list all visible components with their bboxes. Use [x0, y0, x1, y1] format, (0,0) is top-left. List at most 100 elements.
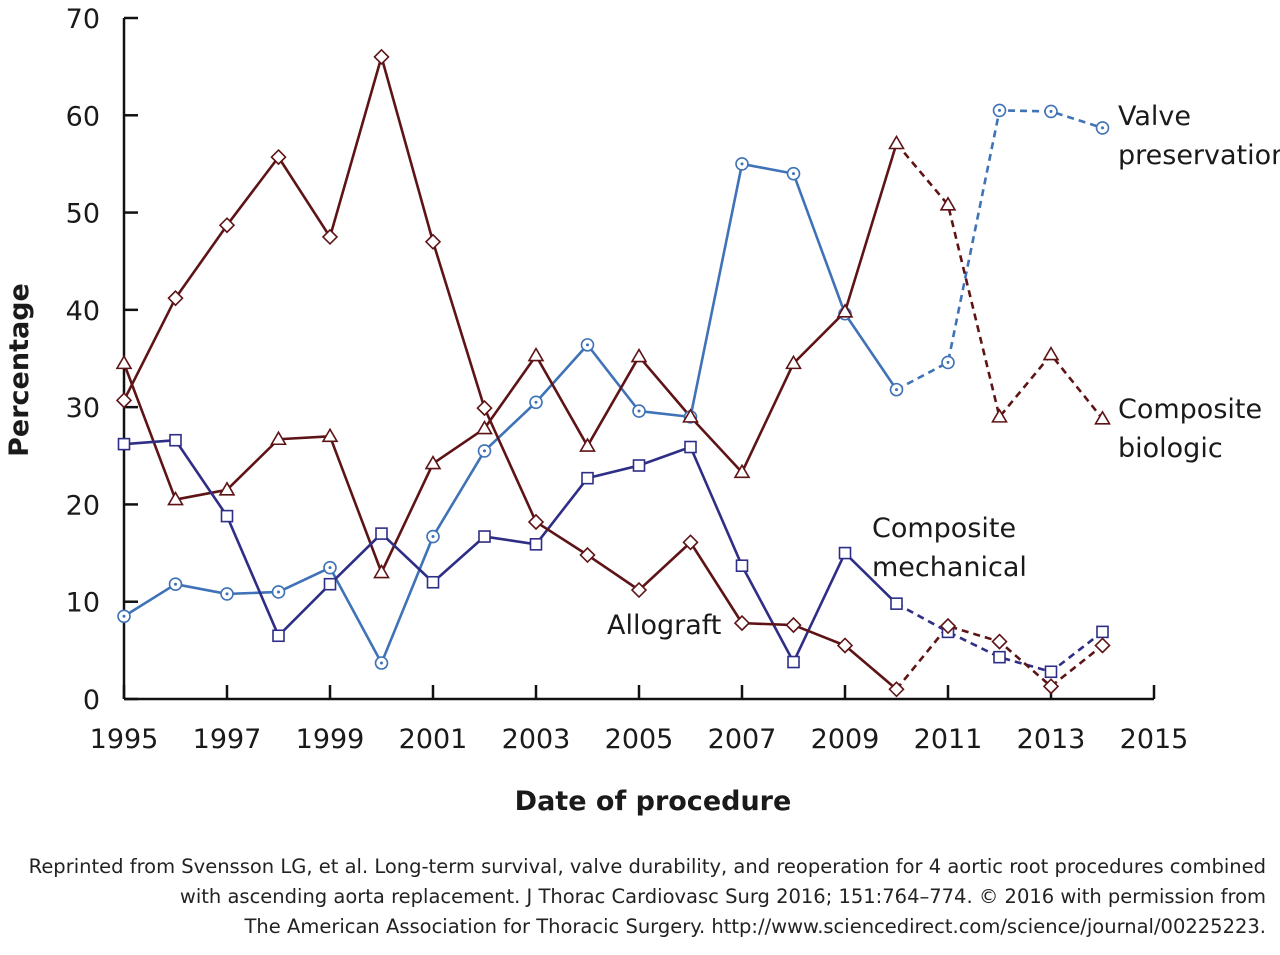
x-tick-label: 2007 [708, 724, 777, 755]
point-marker-square [117, 437, 131, 451]
point-marker-diamond [1094, 637, 1111, 654]
point-marker-dot [431, 535, 435, 539]
point-marker-triangle [630, 347, 648, 363]
point-marker-diamond [991, 633, 1008, 650]
series-labels: Valve preservation Composite biologic Compos… [607, 101, 1280, 641]
point-marker-triangle [1094, 410, 1111, 425]
point-marker-dot [586, 343, 589, 347]
y-tick-label: 60 [66, 101, 100, 132]
caption-line: Reprinted from Svensson LG, et al. Long-… [28, 855, 1266, 878]
point-marker-diamond [888, 681, 905, 698]
point-marker-dot [637, 409, 641, 413]
x-tick-label: 2005 [605, 724, 674, 755]
point-marker-diamond [527, 513, 545, 531]
point-marker-square [890, 597, 903, 610]
point-marker-dot [380, 661, 383, 665]
point-marker-diamond [939, 617, 957, 635]
point-marker-diamond [321, 228, 339, 246]
point-marker-dot [225, 592, 229, 596]
point-marker-triangle [682, 408, 699, 423]
point-marker-dot [174, 582, 177, 586]
series-line-solid [122, 143, 898, 574]
point-marker-dot [122, 614, 126, 618]
x-tick-label: 1995 [90, 724, 159, 755]
point-marker-dot [534, 400, 538, 404]
point-marker-triangle [270, 430, 287, 446]
series-label: mechanical [872, 552, 1027, 583]
point-marker-diamond [270, 148, 287, 166]
series-line-solid [123, 438, 898, 664]
point-marker-dot [998, 108, 1001, 112]
point-marker-triangle [785, 354, 802, 370]
series-label: Composite [872, 513, 1016, 544]
y-tick-label: 10 [66, 588, 100, 619]
point-marker-dot [895, 388, 898, 392]
point-marker-dot [328, 566, 332, 570]
y-tick-label: 30 [66, 393, 100, 424]
point-marker-diamond [733, 614, 751, 632]
y-tick-label: 40 [66, 296, 100, 327]
x-tick-label: 2001 [399, 724, 468, 755]
line-chart: 0 10 20 30 40 50 60 70 1995 1997 1999 2001 2003 2005 2… [4, 4, 1280, 817]
series-label: Allograft [607, 610, 721, 641]
x-tick-label: 2011 [914, 724, 983, 755]
series-line-dashed [895, 142, 1104, 420]
point-marker-dot [946, 360, 950, 364]
series-markers [115, 48, 1111, 698]
point-marker-diamond [167, 290, 184, 307]
point-marker-triangle [991, 408, 1008, 423]
point-marker-square [838, 546, 852, 560]
point-marker-square [426, 575, 440, 589]
point-marker-square [1044, 665, 1058, 679]
point-marker-square [375, 527, 388, 540]
point-marker-square [684, 440, 697, 454]
point-marker-triangle [167, 490, 184, 506]
point-marker-diamond [682, 534, 699, 551]
x-axis-title: Date of procedure [515, 786, 792, 817]
x-tick-label: 2003 [502, 724, 571, 755]
point-marker-diamond [579, 546, 596, 564]
point-marker-diamond [630, 581, 648, 599]
point-marker-dot [740, 162, 744, 166]
point-marker-diamond [218, 217, 236, 234]
point-marker-diamond [476, 399, 493, 417]
series-line-dashed [895, 109, 1103, 391]
axes: 0 10 20 30 40 50 60 70 1995 1997 1999 2001 2003 2005 2… [66, 4, 1189, 755]
point-marker-triangle [218, 481, 236, 496]
point-marker-square [735, 559, 749, 573]
point-marker-dot [1101, 126, 1104, 130]
point-marker-diamond [1042, 678, 1060, 695]
series-line-solid [123, 162, 898, 665]
y-tick-label: 50 [66, 199, 100, 230]
point-marker-square [1096, 625, 1109, 639]
point-marker-triangle [939, 196, 957, 211]
point-marker-dot [1049, 109, 1053, 113]
series-lines [122, 55, 1104, 691]
point-marker-square [272, 629, 285, 643]
point-marker-diamond [115, 392, 133, 409]
point-marker-triangle [836, 303, 854, 318]
point-marker-diamond [836, 637, 854, 654]
x-tick-label: 2013 [1017, 724, 1086, 755]
series-line-dashed [895, 602, 1104, 674]
point-marker-triangle [1042, 346, 1060, 361]
point-marker-triangle [115, 354, 133, 370]
point-marker-diamond [424, 233, 442, 250]
x-tick-label: 1997 [193, 724, 262, 755]
point-marker-square [787, 655, 800, 669]
point-marker-triangle [733, 463, 751, 479]
point-marker-diamond [373, 48, 390, 66]
point-marker-triangle [424, 454, 442, 470]
point-marker-dot [277, 590, 280, 594]
point-marker-square [581, 471, 594, 485]
x-tick-label: 1999 [296, 724, 365, 755]
point-marker-dot [792, 172, 795, 176]
point-marker-square [993, 650, 1006, 664]
series-line-solid [122, 55, 898, 691]
point-marker-square [478, 530, 491, 543]
point-marker-square [323, 577, 337, 591]
point-marker-triangle [321, 427, 339, 443]
source-caption: Reprinted from Svensson LG, et al. Long-… [6, 852, 1266, 942]
point-marker-triangle [527, 346, 545, 362]
y-tick-label: 20 [66, 490, 100, 521]
